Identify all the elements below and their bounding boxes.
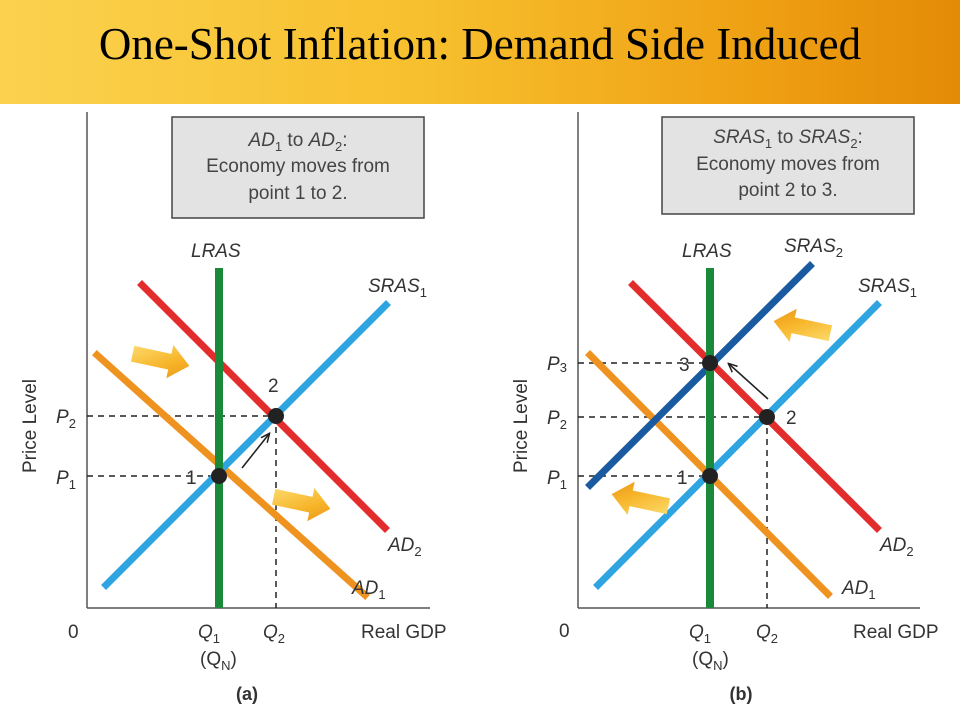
panel-b-info-box — [661, 116, 915, 215]
panel-b-move-arrow — [729, 364, 769, 400]
panel-a-shift-arrow-upper — [130, 345, 190, 379]
panel-b-q2-label: Q2 — [756, 622, 778, 646]
panel-a-move-arrow — [241, 434, 269, 469]
panel-b-point-1 — [702, 468, 718, 484]
panel-a-qn-label: (QN) — [200, 649, 237, 673]
panel-a-lras-label: LRAS — [191, 241, 241, 262]
panel-a-p1-label: P1 — [56, 468, 76, 492]
panel-a-sras1-curve — [101, 300, 391, 590]
panel-b-point-3 — [702, 355, 718, 371]
panel-a-y-axis-label: Price Level — [20, 379, 41, 473]
panel-b-sras1-curve — [593, 300, 882, 590]
panel-b-lras-label: LRAS — [682, 241, 732, 262]
panel-a-box-line2: Economy moves from — [206, 156, 390, 177]
panel-a-q2-label: Q2 — [263, 622, 285, 646]
panel-a-sras1-label: SRAS1 — [368, 276, 427, 300]
panel-a-box-line1: AD1 to AD2: — [248, 130, 348, 154]
panel-b-box-line1: SRAS1 to SRAS2: — [713, 127, 863, 151]
title-bar: One-Shot Inflation: Demand Side Induced — [0, 0, 960, 104]
panel-a-shift-arrow-lower — [271, 488, 331, 522]
panel-a-ad1-curve — [92, 350, 370, 600]
panel-b-q1-label: Q1 — [689, 622, 711, 646]
panel-b-p1-label: P1 — [547, 468, 567, 492]
panel-a-ad2-label: AD2 — [387, 535, 422, 559]
panel-a-x-axis-label: Real GDP — [361, 622, 447, 643]
panel-b-point-1-label: 1 — [677, 468, 688, 489]
panel-a-point-1 — [211, 468, 227, 484]
panel-b-ad1-label: AD1 — [841, 578, 876, 602]
panel-a-ad1-label: AD1 — [351, 578, 386, 602]
panel-a: AD1 to AD2: Economy moves from point 1 t… — [20, 112, 447, 704]
panel-b-qn-label: (QN) — [692, 649, 729, 673]
panel-b-p2-label: P2 — [547, 408, 567, 432]
panel-b-x-axis-label: Real GDP — [853, 622, 939, 643]
panel-b-point-2 — [759, 409, 775, 425]
panel-b-caption: (b) — [730, 684, 753, 704]
panel-b-sras1-label: SRAS1 — [858, 276, 917, 300]
panel-b-ad2-curve — [628, 280, 882, 533]
panel-b-shift-arrow-lower — [611, 481, 671, 515]
panel-a-caption: (a) — [236, 684, 258, 704]
panel-b-p3-label: P3 — [547, 354, 567, 375]
panel-a-ad2-curve — [137, 280, 390, 533]
panel-b-point-3-label: 3 — [679, 355, 690, 376]
panel-b-box-line3: point 2 to 3. — [738, 180, 837, 201]
panel-a-origin-label: 0 — [68, 622, 79, 643]
panel-a-p2-label: P2 — [56, 407, 76, 431]
panel-b-y-axis-label: Price Level — [511, 379, 532, 473]
panel-b-sras2-curve — [585, 261, 815, 490]
panel-a-point-1-label: 1 — [186, 468, 197, 489]
panel-b-origin-label: 0 — [559, 621, 570, 642]
panel-b-ad2-label: AD2 — [879, 535, 914, 559]
panel-b-point-2-label: 2 — [786, 408, 797, 429]
panel-a-box-line3: point 1 to 2. — [248, 183, 347, 204]
panel-a-point-2 — [268, 408, 284, 424]
panel-a-q1-label: Q1 — [198, 622, 220, 646]
slide-title: One-Shot Inflation: Demand Side Induced — [98, 19, 862, 69]
panel-b: SRAS1 to SRAS2: Economy moves from point… — [511, 112, 939, 704]
panel-b-box-line2: Economy moves from — [696, 154, 880, 175]
panel-b-sras2-label: SRAS2 — [784, 236, 843, 260]
panel-a-point-2-label: 2 — [268, 376, 279, 397]
panel-a-info-box — [171, 116, 425, 219]
panel-b-shift-arrow-upper — [773, 308, 833, 342]
